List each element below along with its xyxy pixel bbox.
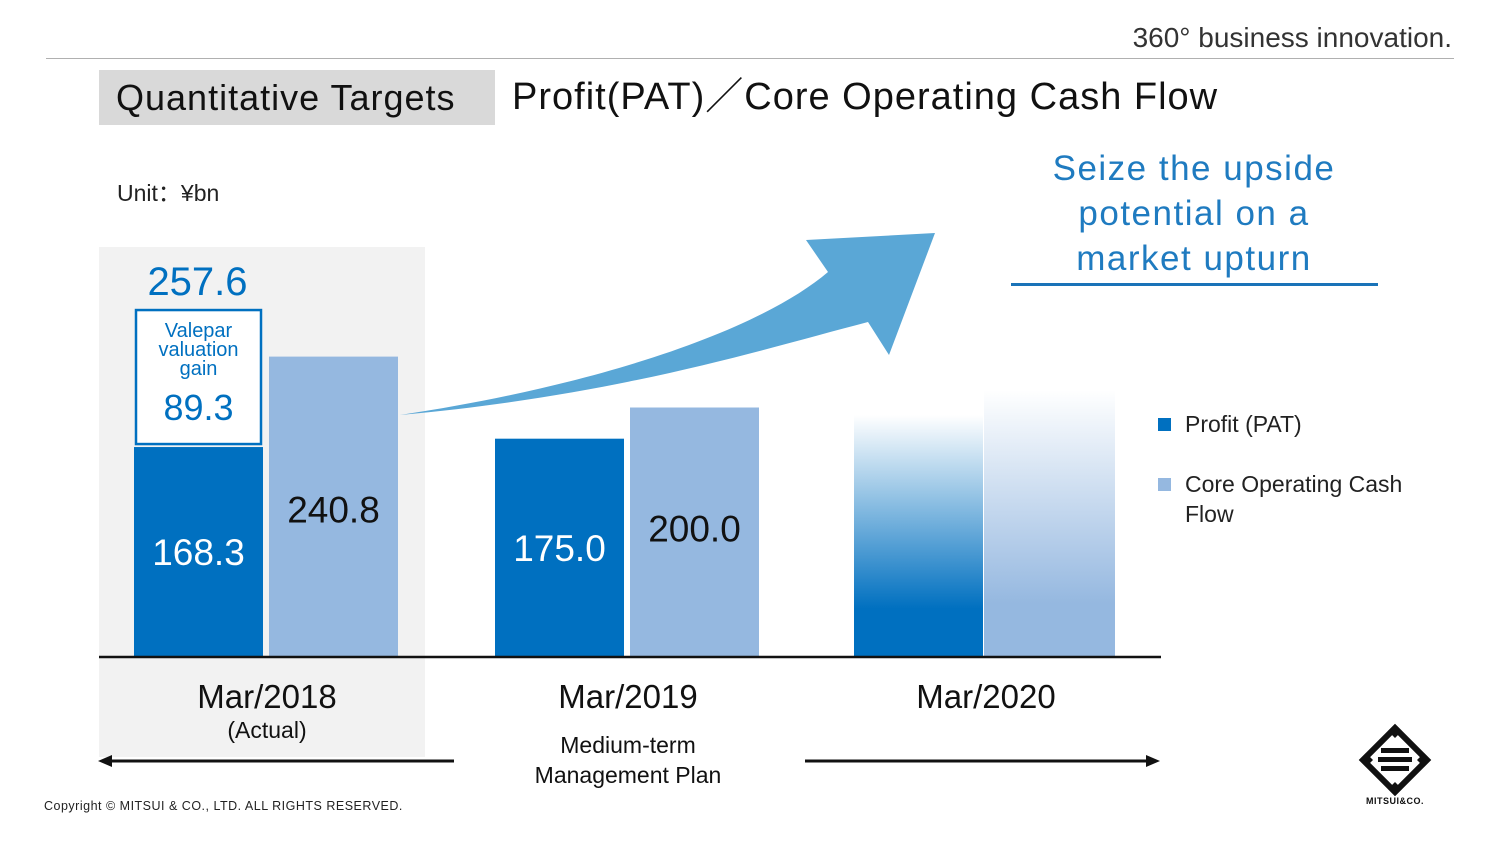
logo-text: MITSUI&CO.: [1366, 796, 1424, 806]
callout-line-2: potential on a: [1078, 194, 1310, 233]
legend-swatch-profit: [1158, 418, 1171, 431]
copyright: Copyright © MITSUI & CO., LTD. ALL RIGHT…: [44, 799, 403, 813]
callout-underline: [1011, 283, 1378, 286]
plan-label-line-2: Management Plan: [535, 762, 722, 788]
bar-label-profit: 168.3: [152, 532, 245, 573]
category-sublabel: (Actual): [227, 717, 306, 743]
bar-profit: [495, 438, 624, 657]
bar-label-cash-flow: 240.8: [287, 490, 380, 531]
unit-label: Unit：¥bn: [117, 180, 220, 206]
header-rule: [46, 58, 1454, 59]
valepar-segment: [134, 308, 263, 446]
category-label: Mar/2019: [558, 678, 697, 715]
callout: Seize the upside potential on a market u…: [1010, 146, 1378, 281]
legend-label-profit: Profit (PAT): [1185, 411, 1302, 437]
bar-label-cash-flow: 200.0: [648, 509, 741, 550]
legend-swatch-cash-flow: [1158, 478, 1171, 491]
bar-label-profit: 175.0: [513, 528, 606, 569]
plan-label-line-1: Medium-term: [560, 732, 695, 758]
total-label-2018: 257.6: [147, 260, 247, 304]
bar-cash-flow-target: [984, 390, 1115, 657]
callout-line-3: market upturn: [1076, 239, 1312, 278]
bar-profit: [134, 447, 263, 657]
plan-span-arrowhead-right: [1146, 755, 1160, 767]
upside-arrow: [400, 233, 935, 415]
plan-span-arrowhead-left: [98, 755, 112, 767]
legend-label-cash-flow: Core Operating Cash Flow: [1185, 471, 1403, 527]
bar-cash-flow: [269, 356, 398, 657]
valepar-value-label: 89.3: [163, 387, 233, 428]
valepar-label-line: Valepar: [165, 320, 233, 342]
bar-profit-target: [854, 415, 983, 657]
category-label: Mar/2020: [916, 678, 1055, 715]
mitsui-diamond-icon: [1358, 723, 1432, 797]
slogan: 360° business innovation.: [1132, 22, 1452, 53]
bar-cash-flow: [630, 407, 759, 657]
category-label: Mar/2018: [197, 678, 336, 715]
valepar-label-line: gain: [180, 358, 218, 380]
valepar-label-line: valuation: [158, 339, 238, 361]
mitsui-logo: MITSUI&CO.: [1355, 720, 1435, 820]
page-title: Profit(PAT)／Core Operating Cash Flow: [512, 76, 1219, 118]
callout-line-1: Seize the upside: [1052, 149, 1336, 188]
title-tag: Quantitative Targets: [99, 70, 495, 125]
